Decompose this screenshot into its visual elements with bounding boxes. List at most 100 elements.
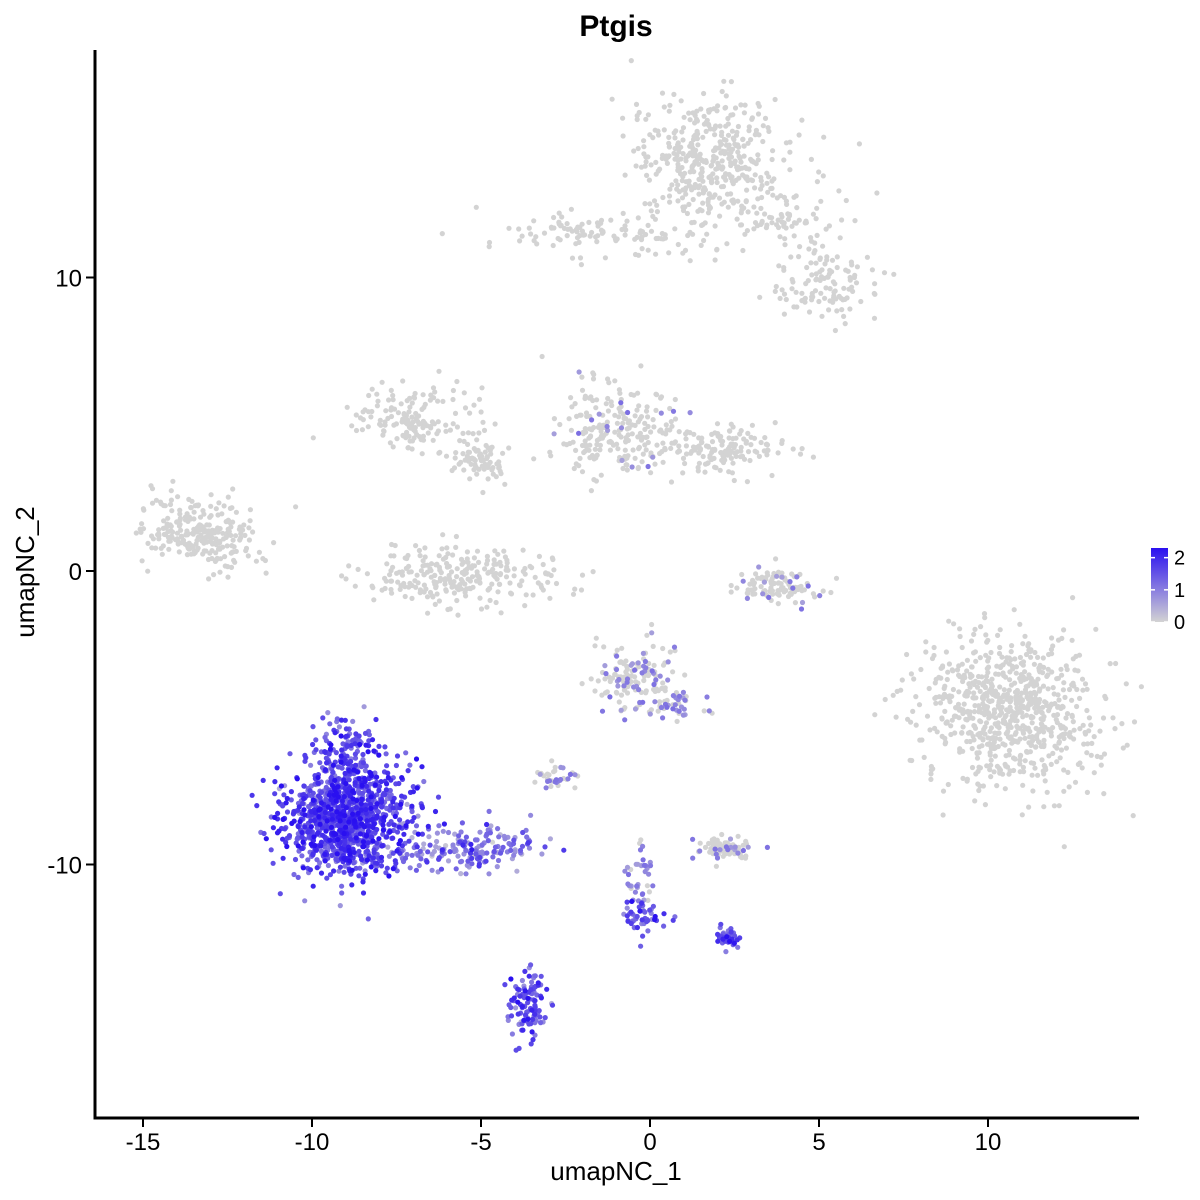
cell-point: [1098, 754, 1104, 760]
cell-point: [843, 267, 849, 273]
cell-point: [616, 676, 622, 683]
cell-point: [456, 587, 462, 593]
cell-point: [652, 913, 658, 920]
cell-point: [411, 815, 417, 821]
cell-point: [971, 709, 978, 715]
cell-point: [692, 112, 698, 119]
cell-point: [329, 844, 335, 850]
cell-point: [680, 455, 687, 461]
cell-point: [275, 810, 281, 817]
cell-point: [724, 241, 730, 247]
cell-point: [1004, 707, 1010, 713]
cell-point: [722, 149, 728, 155]
cell-point: [198, 527, 204, 533]
cell-point: [419, 451, 425, 457]
cell-point: [519, 1003, 526, 1010]
cell-point: [485, 587, 491, 593]
cell-point: [494, 461, 500, 467]
cell-point: [456, 461, 462, 467]
cell-point: [814, 205, 820, 211]
cell-point: [704, 231, 710, 237]
cell-point: [379, 379, 385, 385]
cell-point: [702, 844, 709, 851]
cell-point: [1044, 789, 1050, 795]
cell-point: [1059, 672, 1065, 678]
cell-point: [538, 995, 545, 1001]
cell-point: [402, 593, 408, 600]
cell-point: [731, 477, 737, 484]
cell-point: [667, 405, 673, 412]
cell-point: [969, 745, 975, 752]
y-axis-title: umapNC_2: [10, 506, 40, 638]
cell-point: [284, 843, 290, 850]
cell-point: [661, 104, 667, 110]
cell-point: [648, 162, 654, 168]
cell-point: [572, 401, 578, 407]
cell-point: [1027, 675, 1033, 682]
cell-point: [670, 669, 676, 675]
cell-point: [717, 213, 723, 219]
cell-point: [228, 564, 235, 571]
cell-point: [658, 704, 665, 711]
cell-point: [1056, 697, 1062, 703]
cell-point: [453, 533, 459, 540]
cell-point: [458, 576, 464, 583]
cell-point: [260, 777, 266, 784]
cell-point: [717, 123, 723, 129]
cell-point: [711, 126, 717, 132]
cell-point: [713, 863, 720, 869]
cell-point: [715, 938, 721, 944]
cell-point: [665, 659, 671, 665]
cell-point: [184, 552, 190, 558]
cell-point: [973, 658, 979, 664]
cell-point: [421, 582, 427, 588]
cell-point: [420, 425, 426, 431]
cell-point: [243, 548, 249, 554]
cell-point: [537, 1014, 543, 1020]
cell-point: [810, 211, 817, 217]
cell-point: [1010, 666, 1016, 672]
cell-point: [467, 410, 473, 416]
cell-point: [511, 852, 517, 858]
cell-point: [1036, 688, 1042, 694]
cell-point: [991, 744, 998, 750]
cell-point: [990, 735, 996, 741]
cell-point: [346, 563, 352, 569]
cell-point: [1019, 690, 1025, 696]
cell-point: [169, 508, 175, 514]
cell-point: [450, 842, 456, 848]
cell-point: [404, 398, 410, 404]
cell-point: [762, 115, 769, 121]
cell-point: [312, 810, 318, 816]
cell-point: [781, 265, 787, 271]
cell-point: [680, 151, 686, 157]
cell-point: [789, 223, 795, 229]
cell-point: [743, 838, 749, 845]
cell-point: [872, 291, 878, 297]
cell-point: [1026, 647, 1032, 653]
cell-point: [682, 672, 688, 678]
cell-point: [666, 134, 672, 140]
cell-point: [440, 398, 446, 404]
cell-point: [629, 464, 635, 470]
cell-point: [730, 181, 736, 187]
cell-point: [1069, 682, 1075, 688]
cell-point: [653, 159, 659, 165]
cell-point: [730, 460, 736, 466]
cell-point: [263, 836, 269, 842]
cell-point: [1013, 664, 1020, 670]
cell-point: [485, 445, 491, 451]
cell-point: [412, 578, 418, 584]
cell-point: [636, 446, 642, 452]
cell-point: [960, 707, 966, 713]
cell-point: [161, 518, 167, 524]
cell-point: [561, 847, 567, 853]
cell-point: [207, 538, 213, 545]
cell-point: [1056, 739, 1062, 745]
cell-point: [380, 822, 386, 828]
cell-point: [492, 548, 498, 554]
cell-point: [1042, 778, 1048, 784]
cell-point: [558, 776, 564, 783]
cell-point: [984, 693, 990, 699]
cell-point: [172, 537, 179, 543]
